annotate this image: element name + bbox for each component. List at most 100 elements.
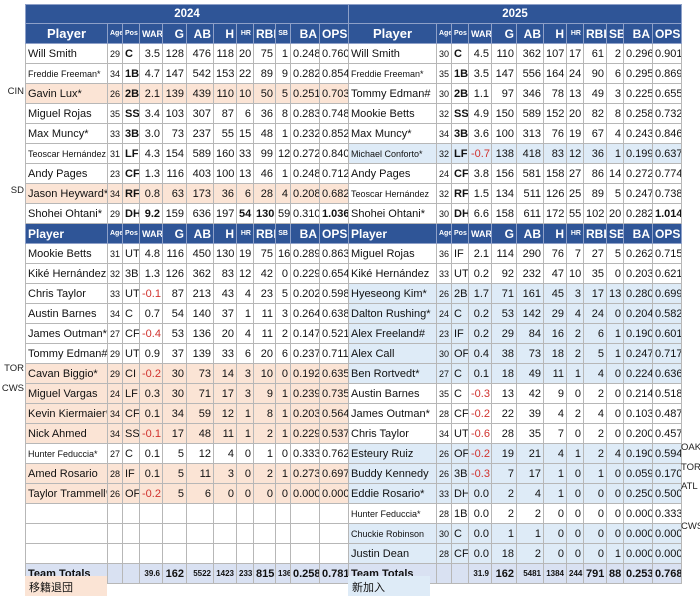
cell-g: 5 (162, 463, 187, 484)
cell-h (213, 503, 237, 524)
year-header: 2024 (24, 4, 350, 24)
total-ab: 5481 (516, 563, 544, 584)
cell-ba: 0.250 (623, 483, 653, 504)
cell-rbi: 0 (583, 503, 607, 524)
cell-war: -0.1 (139, 283, 163, 304)
cell-player (25, 543, 108, 564)
cell-rbi: 82 (583, 103, 607, 124)
cell-hr: 3 (236, 383, 254, 404)
cell-ba: 0.202 (290, 283, 320, 304)
cell-war: 3.5 (139, 43, 163, 64)
cell-rbi: 5 (583, 343, 607, 364)
cell-ba: 0.282 (623, 203, 653, 224)
cell-hr: 3 (566, 283, 584, 304)
cell-age: 23 (107, 163, 123, 184)
cell-g: 18 (491, 363, 517, 384)
cell-ba: 0.214 (623, 383, 653, 404)
cell-ops: 0.711 (318, 343, 350, 364)
cell-ab: 290 (516, 243, 544, 264)
cell-pos: DH (451, 483, 469, 504)
column-header-hr: HR (236, 23, 254, 44)
cell-player: Max Muncy* (25, 123, 108, 144)
cell-rbi: 4 (583, 403, 607, 424)
cell-g: 116 (162, 243, 187, 264)
cell-sb: 5 (275, 83, 291, 104)
cell-g: 19 (491, 443, 517, 464)
cell-war: -0.2 (139, 363, 163, 384)
cell-age: 27 (107, 323, 123, 344)
table-row: Gavin Lux* 26 2B 2.1 139 439 110 10 50 5 0.251 0.70… (25, 83, 350, 104)
column-header-hr: HR (566, 223, 584, 244)
cell-ab: 39 (516, 403, 544, 424)
table-row: Hunter Feduccia* 27 C 0.1 5 12 4 0 1 0 0.333 0.762 (25, 443, 350, 464)
table-row: Mookie Betts 32 SS 4.9 150 589 152 20 82 8 0.258 0.… (348, 103, 683, 124)
cell-h: 47 (543, 263, 567, 284)
cell-ab (186, 523, 214, 544)
cell-ops: 0.638 (318, 303, 350, 324)
cell-sb: 0 (606, 423, 624, 444)
cell-rbi: 89 (253, 63, 276, 84)
table-row: Amed Rosario 28 IF 0.1 5 11 3 0 2 1 0.273 0.697 (25, 463, 350, 484)
column-header-ops: OPS (651, 223, 683, 244)
cell-player: Tommy Edman# (25, 343, 108, 364)
column-header-rbi: RBI (583, 23, 607, 44)
cell-sb: 1 (606, 143, 624, 164)
cell-h: 12 (213, 403, 237, 424)
cell-rbi: 28 (253, 183, 276, 204)
cell-ops: 0.748 (318, 103, 350, 124)
cell-ab: 232 (516, 263, 544, 284)
total-war: 31.9 (468, 563, 492, 584)
cell-rbi: 86 (583, 163, 607, 184)
cell-age: 29 (107, 343, 123, 364)
column-header-player: Player (25, 223, 108, 244)
cell-sb: 0 (275, 483, 291, 504)
cell-h: 20 (213, 323, 237, 344)
cell-war: 0.0 (468, 483, 492, 504)
cell-war: 0.0 (468, 543, 492, 564)
cell-ab: 450 (186, 243, 214, 264)
table-row (25, 523, 350, 544)
cell-age: 30 (436, 343, 452, 364)
cell-pos: UT (122, 343, 140, 364)
cell-ba: 0.248 (290, 43, 320, 64)
cell-sb: 6 (275, 343, 291, 364)
cell-sb: 1 (275, 123, 291, 144)
cell-ops: 0.735 (318, 383, 350, 404)
cell-h: 158 (543, 163, 567, 184)
cell-pos: SS (122, 103, 140, 124)
total-hr: 233 (236, 563, 254, 584)
cell-g: 37 (162, 343, 187, 364)
cell-ops: 0.000 (651, 543, 683, 564)
cell-ba: 0.273 (290, 463, 320, 484)
cell-g: 30 (162, 363, 187, 384)
cell-pos: OF (122, 483, 140, 504)
table-row: Tommy Edman# 30 2B 1.1 97 346 78 13 49 3 0.225 0.65… (348, 83, 683, 104)
cell-player: Gavin Lux* (25, 83, 108, 104)
cell-g: 53 (491, 303, 517, 324)
cell-war (139, 543, 163, 564)
cell-h: 7 (543, 423, 567, 444)
cell-ab: 589 (516, 103, 544, 124)
cell-g: 156 (491, 163, 517, 184)
cell-war: 4.7 (139, 63, 163, 84)
cell-ops: 0.840 (318, 143, 350, 164)
table-row: Freddie Freeman* 35 1B 3.5 147 556 164 24 90 6 0.2… (348, 63, 683, 84)
cell-rbi: 89 (583, 183, 607, 204)
cell-sb: 0 (606, 303, 624, 324)
cell-sb: 13 (606, 283, 624, 304)
cell-sb: 5 (275, 283, 291, 304)
cell-pos: CF (451, 163, 469, 184)
cell-war: -0.4 (139, 323, 163, 344)
cell-g: 1 (491, 523, 517, 544)
cell-age: 32 (436, 183, 452, 204)
cell-h: 87 (213, 103, 237, 124)
cell-rbi: 2 (253, 423, 276, 444)
cell-player: Justin Dean (348, 543, 437, 564)
cell-age: 35 (107, 103, 123, 124)
cell-pos: IF (451, 323, 469, 344)
cell-sb: 3 (606, 83, 624, 104)
cell-war: -0.1 (139, 423, 163, 444)
team-label: CWS (681, 520, 700, 532)
total-pos (451, 563, 469, 584)
